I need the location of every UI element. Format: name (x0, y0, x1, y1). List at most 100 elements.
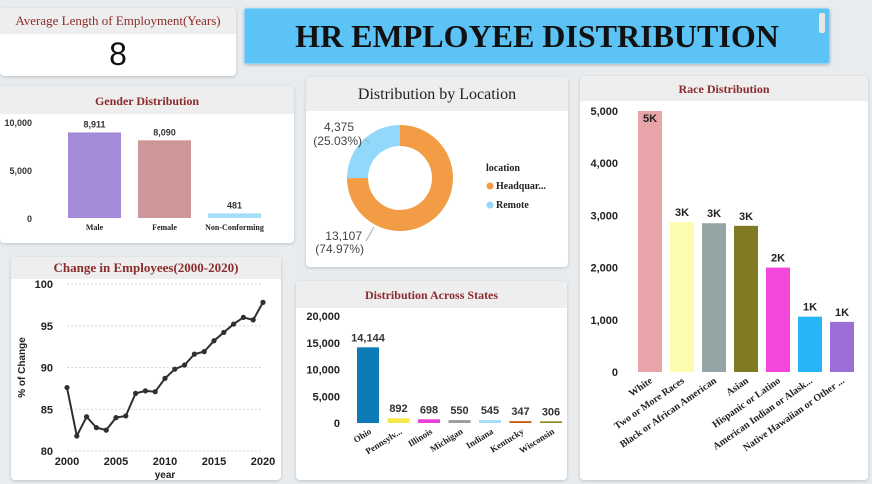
change-point (152, 389, 158, 395)
states-y-tick: 20,000 (306, 311, 340, 323)
race-y-tick: 4,000 (590, 158, 618, 170)
gender-value-label: 8,090 (153, 127, 176, 137)
states-category-label: Michigan (428, 426, 464, 454)
gender-category-label: Male (86, 223, 104, 232)
location-legend-marker (486, 182, 494, 190)
location-card: Distribution by Location 4,375 (25.03%) 13… (306, 77, 568, 267)
change-x-tick: 2005 (104, 456, 128, 468)
location-value-label: 4,375 (324, 120, 354, 134)
change-y-tick: 85 (41, 404, 53, 416)
gender-y-tick: 0 (27, 214, 32, 224)
race-bar (638, 111, 662, 372)
change-point (250, 317, 256, 323)
change-y-tick: 90 (41, 363, 53, 375)
change-point (84, 414, 90, 420)
states-y-tick: 15,000 (306, 338, 340, 350)
change-chart: 80 85 90 95 100 2000 2005 2010 2015 2020 year % of … (17, 279, 275, 480)
states-bar (448, 420, 471, 423)
race-value-label: 1K (835, 307, 849, 319)
gender-value-label: 481 (227, 200, 242, 210)
location-title: Distribution by Location (306, 77, 568, 111)
states-bar (418, 419, 440, 423)
change-x-tick: 2020 (251, 456, 275, 468)
race-bar (830, 321, 854, 372)
states-value-label: 698 (420, 404, 438, 416)
location-legend-marker (486, 201, 494, 209)
change-point (211, 338, 217, 344)
change-point (172, 366, 178, 372)
change-point (162, 375, 168, 381)
states-value-label: 14,144 (351, 332, 386, 344)
location-legend-label: Headquar... (496, 181, 546, 192)
gender-title: Gender Distribution (0, 86, 294, 114)
states-card: Distribution Across States 0 5,000 10,000 1… (296, 281, 567, 480)
states-value-label: 545 (481, 405, 499, 417)
states-bar (387, 418, 410, 423)
states-y-tick: 5,000 (312, 391, 340, 403)
states-bar (479, 420, 501, 423)
location-legend-title: location (486, 163, 520, 174)
race-value-label: 1K (803, 302, 817, 314)
race-value-label: 3K (739, 211, 753, 223)
race-y-tick: 2,000 (590, 263, 618, 275)
race-bar (670, 222, 694, 372)
gender-bar (138, 140, 191, 218)
change-point (221, 329, 227, 336)
change-point (260, 299, 266, 305)
race-y-tick: 5,000 (590, 106, 618, 118)
race-bar (766, 267, 790, 372)
location-slice (347, 125, 453, 231)
race-bar (798, 316, 822, 372)
location-slice (347, 125, 400, 179)
change-point (201, 349, 207, 355)
location-leader-line (365, 226, 375, 242)
location-value-label: 13,107 (325, 229, 362, 243)
change-point (64, 384, 70, 391)
kpi-value: 8 (109, 36, 127, 72)
gender-value-label: 8,911 (83, 119, 105, 129)
states-bar (357, 347, 379, 423)
states-bar (509, 421, 532, 423)
race-y-tick: 0 (612, 367, 618, 379)
gender-card: Gender Distribution 0 5,000 10,000 8,911 Mal… (0, 86, 294, 243)
states-title: Distribution Across States (296, 281, 567, 308)
change-point (231, 321, 237, 327)
gender-bar (68, 132, 121, 218)
race-bar (702, 223, 726, 372)
change-point (142, 388, 148, 394)
gender-y-tick: 10,000 (4, 118, 32, 128)
gender-category-label: Female (152, 223, 177, 232)
gender-category-label: Non-Conforming (205, 223, 264, 232)
race-value-label: 3K (707, 208, 721, 220)
race-y-tick: 3,000 (590, 210, 618, 222)
states-bar (540, 421, 562, 423)
states-value-label: 347 (511, 406, 529, 418)
change-point (103, 427, 109, 433)
gender-y-tick: 5,000 (9, 166, 32, 176)
states-value-label: 892 (389, 403, 407, 415)
change-y-tick: 100 (35, 279, 53, 291)
dashboard-title: HR EMPLOYEE DISTRIBUTION (295, 18, 779, 54)
location-pct-label: (74.97%) (315, 242, 364, 256)
change-point (93, 425, 99, 431)
title-scrollbar[interactable] (819, 13, 825, 33)
change-y-label: % of Change (17, 337, 28, 398)
change-point (182, 362, 188, 368)
kpi-label: Average Length of Employment(Years) (0, 8, 236, 34)
race-bar (734, 225, 758, 372)
change-point (123, 413, 129, 419)
location-chart: 4,375(25.03%) 13,107(74.97%) location Headq… (313, 120, 546, 256)
location-legend-label: Remote (496, 200, 529, 211)
change-point (240, 314, 246, 320)
states-category-label: Ohio (352, 426, 374, 445)
change-title: Change in Employees(2000-2020) (11, 257, 281, 279)
states-value-label: 550 (450, 405, 468, 417)
gender-bar (208, 213, 261, 218)
race-value-label: 2K (771, 253, 785, 265)
change-x-tick: 2015 (202, 456, 226, 468)
states-value-label: 306 (542, 406, 560, 418)
race-value-label: 5K (643, 113, 657, 125)
states-y-tick: 10,000 (306, 365, 340, 377)
states-y-tick: 0 (334, 418, 340, 430)
